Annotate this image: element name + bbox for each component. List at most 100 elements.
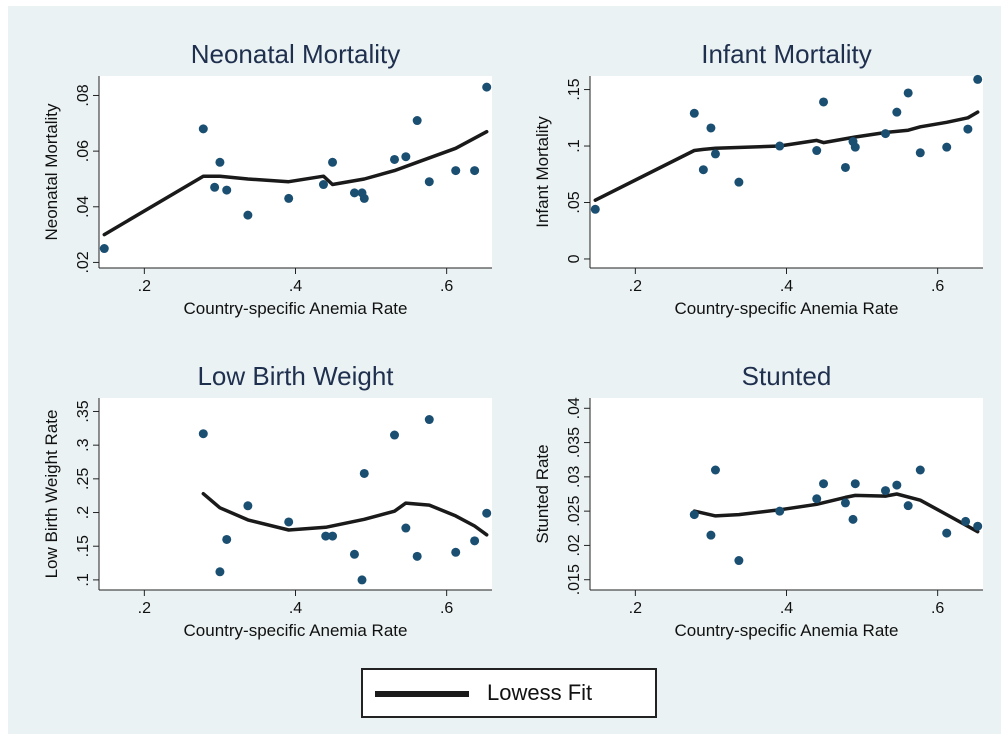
- data-point: [470, 166, 480, 176]
- y-tick-label: 0: [566, 254, 583, 263]
- chart-canvas: Neonatal Mortality .2 .4 .6 .02 .04 .06 .08 Coun…: [8, 6, 1001, 734]
- lowess-line: [102, 129, 489, 237]
- panel-4: Stunted .2 .4 .6 .015 .02 .025 .03 .035 .04 Countr…: [533, 361, 983, 640]
- y-tick-label: .2: [75, 506, 92, 519]
- plot-area: [590, 76, 983, 268]
- data-point: [706, 530, 716, 540]
- x-tick-label: .4: [780, 278, 793, 295]
- data-point: [318, 180, 328, 190]
- chart-grid: Neonatal Mortality .2 .4 .6 .02 .04 .06 .08 Coun…: [42, 39, 983, 640]
- data-point: [963, 124, 973, 134]
- data-point: [915, 148, 925, 158]
- panel-2: Infant Mortality .2 .4 .6 0 .05 .1 .15 Country-s…: [533, 39, 983, 318]
- data-point: [819, 479, 829, 489]
- x-axis-label: Country-specific Anemia Rate: [184, 621, 408, 640]
- x-tick-label: .2: [138, 600, 151, 617]
- data-point: [840, 162, 850, 172]
- data-point: [99, 244, 109, 254]
- panel-3: Low Birth Weight .2 .4 .6 .1 .15 .2 .25 .3 .35 Cou…: [42, 361, 492, 640]
- data-point: [412, 551, 422, 561]
- plot-area: [590, 398, 983, 590]
- data-point: [973, 74, 983, 84]
- data-point: [284, 517, 294, 527]
- data-point: [590, 204, 600, 214]
- panel-title: Infant Mortality: [701, 39, 872, 69]
- panel-title: Low Birth Weight: [197, 361, 394, 391]
- data-point: [892, 107, 902, 117]
- data-point: [451, 547, 461, 557]
- data-point: [390, 430, 400, 440]
- y-tick-label: .04: [566, 397, 583, 419]
- x-tick-label: .6: [440, 600, 453, 617]
- data-point: [689, 108, 699, 118]
- x-tick-label: .4: [289, 278, 302, 295]
- data-point: [328, 531, 338, 541]
- data-point: [328, 157, 338, 167]
- y-tick-label: .02: [566, 534, 583, 556]
- data-point: [881, 486, 891, 496]
- data-point: [243, 210, 253, 220]
- data-point: [349, 188, 359, 198]
- data-point: [482, 82, 492, 92]
- data-point: [222, 534, 232, 544]
- data-point: [775, 506, 785, 516]
- data-point: [812, 494, 822, 504]
- data-point: [892, 480, 902, 490]
- data-point: [424, 177, 434, 187]
- data-point: [390, 154, 400, 164]
- data-point: [357, 575, 367, 585]
- y-axis-label: Neonatal Mortality: [42, 103, 61, 241]
- y-tick-label: .08: [75, 84, 92, 106]
- data-point: [775, 141, 785, 151]
- y-tick-label: .04: [75, 196, 92, 218]
- data-point: [401, 523, 411, 533]
- data-point: [819, 97, 829, 107]
- data-point: [903, 88, 913, 98]
- x-tick-label: .6: [931, 600, 944, 617]
- x-tick-label: .4: [289, 600, 302, 617]
- y-tick-label: .35: [75, 400, 92, 422]
- y-axis-label: Infant Mortality: [533, 116, 552, 228]
- data-point: [198, 124, 208, 134]
- x-axis-label: Country-specific Anemia Rate: [675, 299, 899, 318]
- legend-line-swatch: [375, 691, 469, 697]
- data-point: [973, 521, 983, 531]
- data-point: [215, 157, 225, 167]
- data-point: [222, 185, 232, 195]
- x-tick-label: .6: [440, 278, 453, 295]
- data-point: [284, 193, 294, 203]
- data-point: [359, 468, 369, 478]
- y-tick-label: .015: [566, 564, 583, 595]
- lowess-line: [692, 492, 980, 534]
- data-point: [321, 531, 331, 541]
- data-point: [451, 166, 461, 176]
- data-point: [689, 510, 699, 520]
- data-point: [198, 429, 208, 439]
- y-tick-label: .05: [566, 191, 583, 213]
- y-tick-label: .035: [566, 427, 583, 458]
- data-point: [359, 193, 369, 203]
- data-point: [210, 182, 220, 192]
- x-tick-label: .2: [629, 278, 642, 295]
- data-point: [710, 465, 720, 475]
- x-tick-label: .6: [931, 278, 944, 295]
- data-point: [942, 528, 952, 538]
- data-point: [942, 142, 952, 152]
- panel-title: Neonatal Mortality: [191, 39, 401, 69]
- y-tick-label: .06: [75, 140, 92, 162]
- panel-title: Stunted: [742, 361, 832, 391]
- data-point: [401, 152, 411, 162]
- panel-1: Neonatal Mortality .2 .4 .6 .02 .04 .06 .08 Coun…: [42, 39, 492, 318]
- x-axis-label: Country-specific Anemia Rate: [675, 621, 899, 640]
- data-point: [903, 501, 913, 511]
- data-point: [840, 498, 850, 508]
- data-point: [915, 465, 925, 475]
- y-tick-label: .1: [75, 573, 92, 586]
- y-tick-label: .15: [566, 78, 583, 100]
- data-point: [961, 516, 971, 526]
- y-tick-label: .1: [566, 139, 583, 152]
- y-tick-label: .3: [75, 438, 92, 451]
- data-point: [482, 508, 492, 518]
- y-tick-label: .02: [75, 251, 92, 273]
- data-point: [734, 177, 744, 187]
